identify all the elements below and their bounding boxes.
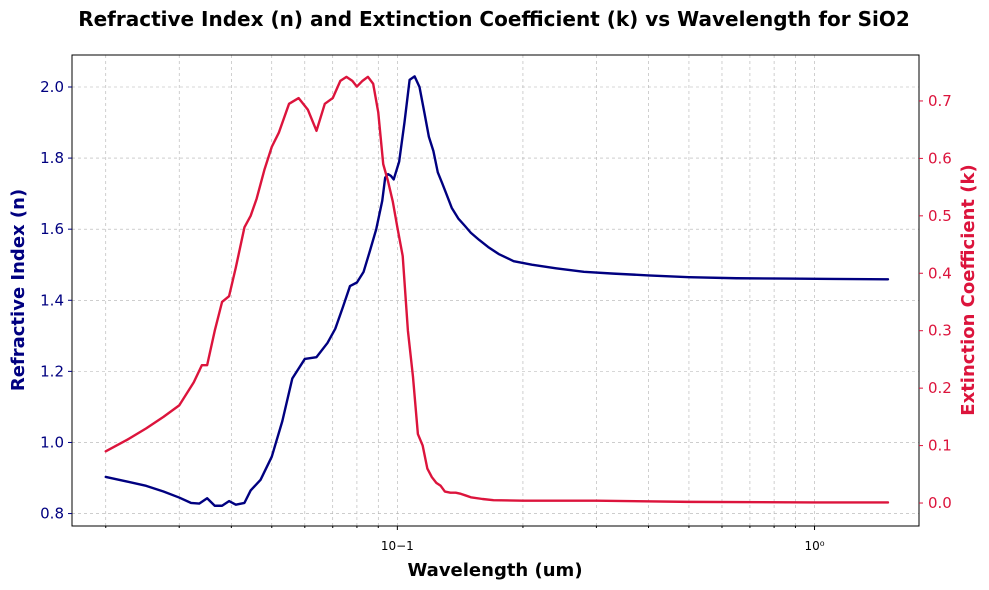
refractive-index-line — [104, 75, 890, 507]
x-tick-label: 10⁰ — [804, 539, 824, 553]
left-y-tick-label: 1.8 — [40, 149, 64, 167]
left-y-axis: 0.8 1.0 1.2 1.4 1.6 1.8 2.0 — [40, 78, 72, 523]
left-y-tick-label: 1.0 — [40, 433, 64, 451]
left-y-tick-label: 1.4 — [40, 291, 64, 309]
left-y-axis-label: Refractive Index (n) — [8, 189, 29, 391]
plot-frame — [71, 54, 920, 527]
right-y-tick-label: 0.1 — [928, 437, 952, 455]
right-y-axis-label: Extinction Coefficient (k) — [958, 164, 979, 415]
series-layer — [104, 75, 890, 507]
chart-title: Refractive Index (n) and Extinction Coef… — [78, 7, 910, 31]
right-y-tick-label: 0.7 — [928, 92, 952, 110]
right-y-tick-label: 0.3 — [928, 322, 952, 340]
right-y-tick-label: 0.6 — [928, 149, 952, 167]
left-y-tick-label: 1.6 — [40, 220, 64, 238]
right-y-axis: 0.0 0.1 0.2 0.3 0.4 0.5 0.6 0.7 — [919, 92, 952, 512]
extinction-coefficient-line — [104, 75, 890, 504]
left-y-tick-label: 2.0 — [40, 78, 64, 96]
right-y-tick-label: 0.4 — [928, 264, 952, 282]
grid — [72, 55, 919, 526]
right-y-tick-label: 0.2 — [928, 379, 952, 397]
left-y-tick-label: 0.8 — [40, 505, 64, 523]
right-y-tick-label: 0.5 — [928, 207, 952, 225]
x-tick-label: 10−1 — [381, 539, 414, 553]
x-axis: 10−1 10⁰ — [105, 526, 825, 553]
left-y-tick-label: 1.2 — [40, 362, 64, 380]
x-axis-label: Wavelength (um) — [407, 560, 582, 581]
right-y-tick-label: 0.0 — [928, 494, 952, 512]
